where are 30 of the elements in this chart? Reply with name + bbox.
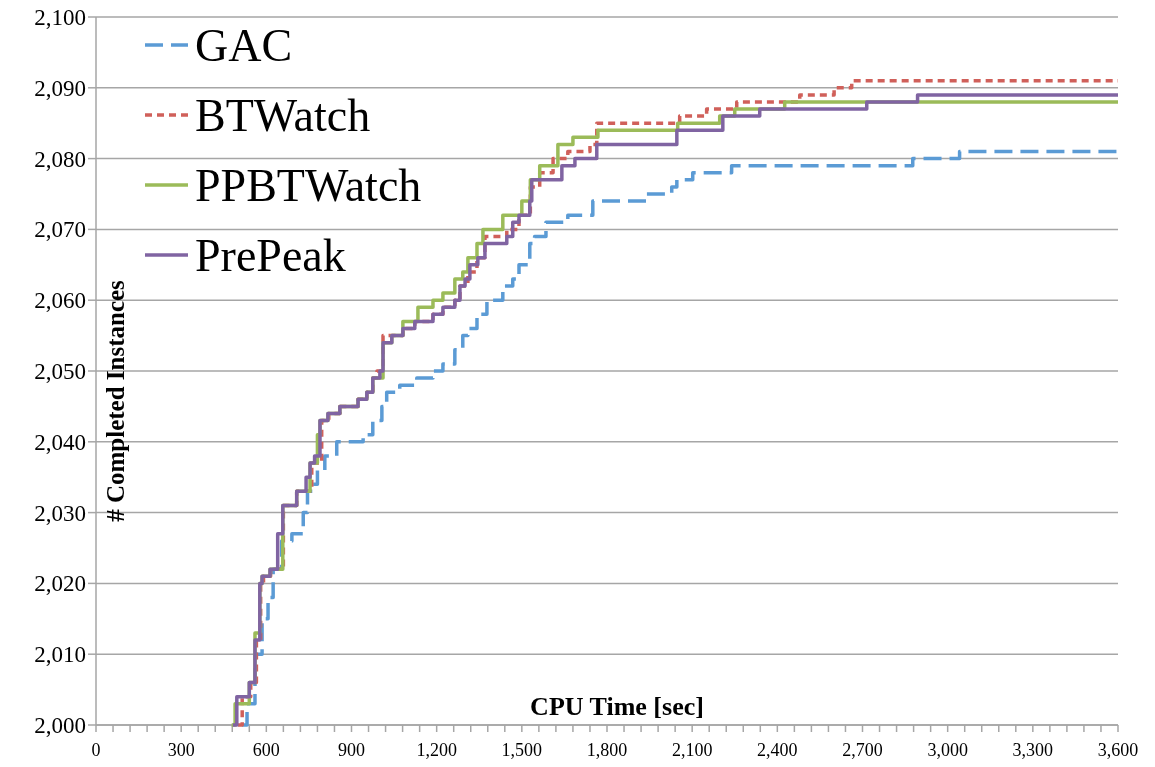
x-tick-label: 3,300 [1012,740,1054,760]
y-tick-label: 2,050 [34,359,86,385]
x-tick-label: 2,400 [757,740,798,760]
legend-label: PPBTWatch [195,160,422,212]
x-tick-label: 2,100 [671,740,713,760]
y-tick-label: 2,030 [34,500,86,526]
x-tick-label: 0 [91,740,101,760]
y-tick-label: 2,100 [34,5,86,31]
x-tick-label: 1,800 [586,740,628,760]
x-tick-label: 600 [252,740,280,760]
y-tick-label: 2,070 [34,217,86,243]
x-axis-title: CPU Time [sec] [530,692,704,721]
y-axis-title: # Completed Instances [102,279,129,522]
x-tick-label: 1,200 [416,740,457,760]
y-tick-label: 2,090 [34,75,86,101]
legend-label: PrePeak [195,230,346,282]
legend-label: BTWatch [195,90,371,142]
x-tick-label: 3,600 [1097,740,1139,760]
x-tick-label: 900 [338,740,365,760]
legend-label: GAC [195,20,293,72]
y-tick-label: 2,080 [34,146,86,172]
y-tick-label: 2,020 [34,571,86,597]
y-tick-label: 2,060 [34,288,86,314]
x-tick-label: 3,000 [927,740,968,760]
y-tick-label: 2,000 [34,713,86,739]
y-tick-label: 2,010 [34,642,86,668]
x-tick-label: 1,500 [501,740,543,760]
y-tick-label: 2,040 [34,429,86,455]
x-tick-label: 300 [167,740,195,760]
x-tick-label: 2,700 [842,740,883,760]
